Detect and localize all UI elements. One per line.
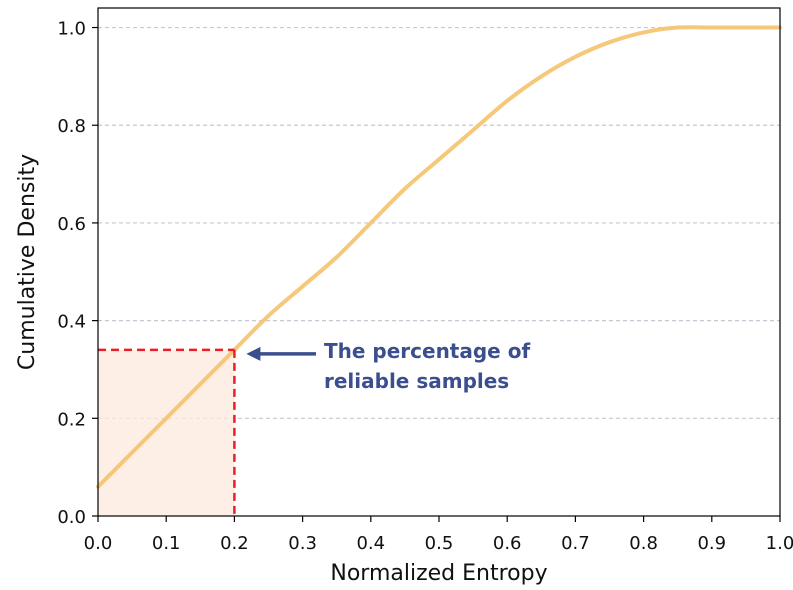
annotation-text-line2: reliable samples [324,369,509,393]
y-tick-label: 0.6 [57,214,86,235]
threshold-marker [98,348,236,516]
x-tick-label: 0.9 [697,533,726,554]
x-axis-label: Normalized Entropy [330,561,547,586]
annotation-arrow-head [246,346,261,361]
annotation: The percentage of reliable samples [246,339,530,393]
x-tick-label: 0.4 [356,533,385,554]
y-tick-label: 0.4 [57,312,86,333]
reliable-region [98,349,235,516]
y-tick-label: 0.2 [57,409,86,430]
x-tick-label: 0.3 [288,533,317,554]
annotation-text-line1: The percentage of [324,339,530,363]
series [96,25,782,489]
x-tick-label: 0.7 [561,533,590,554]
x-tick-label: 1.0 [766,533,793,554]
x-tick-label: 0.8 [629,533,658,554]
x-tick-label: 0.5 [425,533,454,554]
y-tick-label: 0.0 [57,507,86,528]
y-tick-label: 1.0 [57,19,86,40]
y-axis-label: Cumulative Density [15,154,40,370]
x-tick-label: 0.6 [493,533,522,554]
x-tick-label: 0.1 [152,533,181,554]
cdf-line [96,25,782,489]
x-tick-label: 0.2 [220,533,249,554]
ticks: 0.0 0.1 0.2 0.3 0.4 0.5 0.6 0.7 0.8 0.9 1.0 0.0 0.2 0… [57,19,793,554]
shaded-area [98,349,235,516]
x-tick-label: 0.0 [84,533,113,554]
y-tick-label: 0.8 [57,116,86,137]
